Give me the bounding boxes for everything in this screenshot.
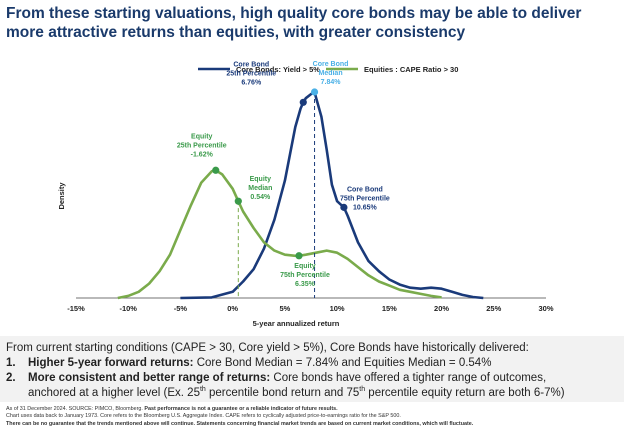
summary-point-2-cont-c: percentile equity return are both 6-7%): [365, 386, 565, 399]
core-bond-median-label-line-1: Core Bond: [313, 61, 349, 68]
core-bond-median-marker: [310, 88, 319, 96]
chart-series: [117, 90, 484, 300]
summary-point-2-sup-2: th: [359, 386, 366, 393]
x-tick-label: -5%: [174, 304, 188, 313]
footnote-1-disclaimer: Past performance is not a guarantee or a…: [144, 406, 338, 412]
summary-point-2-number: 2.: [6, 372, 16, 384]
page-title-line-1: From these starting valuations, high qua…: [6, 5, 582, 22]
core-bond-75th-percentile-label-line-1: Core Bond: [347, 186, 383, 193]
chart-markers: Core Bond 25th Percentile 6.76% Core Bond Me…: [177, 61, 390, 298]
equity-75th-percentile-marker: [295, 252, 303, 260]
core-bond-75th-percentile-label-line-2: 75th Percentile: [340, 195, 390, 202]
page-title-line-2: more attractive returns than equities, w…: [6, 24, 466, 41]
footnote-3-text: There can be no guarantee that the trend…: [6, 420, 474, 427]
equity-75th-percentile-label-line-2: 75th Percentile: [280, 272, 330, 279]
page-title: From these starting valuations, high qua…: [6, 4, 616, 42]
summary-point-1-number: 1.: [6, 357, 16, 369]
summary-intro: From current starting conditions (CAPE >…: [6, 342, 529, 354]
equity-25th-percentile-value-label: -1.62%: [191, 151, 214, 158]
core-bond-25th-percentile-label-line-2: 25th Percentile: [226, 70, 276, 77]
summary-point-1-text: Core Bond Median = 7.84% and Equities Me…: [193, 357, 492, 369]
footnote-3: There can be no guarantee that the trend…: [6, 421, 473, 428]
legend-label-equities-cape-ratio-30: Equities : CAPE Ratio > 30: [364, 65, 458, 74]
x-tick-label: 5%: [279, 304, 290, 313]
y-axis-title: Density: [57, 182, 66, 210]
core-bond-median-value-label: 7.84%: [321, 79, 342, 86]
core-bond-75th-percentile-marker: [340, 203, 348, 211]
chart-axes: -15% -10% -5% 0% 5% 10% 15% 20% 25% 30% 5-year ann…: [57, 182, 554, 328]
footnote-2: Chart uses data back to January 1973. Co…: [6, 413, 401, 420]
summary-point-2-cont-a: anchored at a higher level (Ex. 25: [28, 386, 200, 399]
summary-box: From current starting conditions (CAPE >…: [0, 336, 624, 402]
chart-legend: Core Bonds: Yield > 5% Equities : CAPE Ra…: [198, 65, 458, 74]
equity-75th-percentile-value-label: 6.35%: [295, 281, 316, 288]
summary-point-1-heading: Higher 5-year forward returns:: [28, 357, 194, 369]
series-line-core-bonds-yield-5: [180, 90, 484, 300]
equity-median-label-line-2: Median: [248, 185, 272, 192]
equity-median-marker: [234, 197, 242, 205]
core-bond-75th-percentile-value-label: 10.65%: [353, 204, 378, 211]
core-bond-25th-percentile-value-label: 6.76%: [241, 79, 262, 86]
core-bond-25th-percentile-label-line-1: Core Bond: [233, 61, 269, 68]
density-chart: Core Bonds: Yield > 5% Equities : CAPE Ra…: [57, 61, 554, 328]
x-tick-label: 10%: [330, 304, 345, 313]
legend-label-core-bonds-yield-5: Core Bonds: Yield > 5%: [236, 65, 320, 74]
x-tick-label: 20%: [434, 304, 449, 313]
summary-point-2-sup-1: th: [199, 386, 206, 393]
x-axis-title: 5-year annualized return: [253, 319, 340, 328]
equity-25th-percentile-marker: [212, 166, 220, 174]
summary-point-2: 2. More consistent and better range of re…: [6, 372, 546, 384]
x-tick-label: 15%: [382, 304, 397, 313]
summary-point-2-heading: More consistent and better range of retu…: [28, 372, 271, 384]
series-line-equities-cape-ratio-30: [117, 169, 442, 300]
footnote-1: As of 31 December 2024. SOURCE: PIMCO, B…: [6, 406, 473, 413]
core-bond-median-label-line-2: Median: [318, 70, 342, 77]
footnote-1-source: As of 31 December 2024. SOURCE: PIMCO, B…: [6, 406, 145, 412]
x-tick-label: -15%: [67, 304, 85, 313]
summary-point-2-cont-b: percentile bond return and 75: [205, 386, 360, 399]
x-tick-label: 30%: [538, 304, 553, 313]
footnotes: As of 31 December 2024. SOURCE: PIMCO, B…: [6, 406, 473, 428]
summary-point-2-text: Core bonds have offered a tighter range …: [270, 372, 547, 384]
x-tick-label: -10%: [119, 304, 137, 313]
equity-25th-percentile-label-line-2: 25th Percentile: [177, 142, 227, 149]
equity-25th-percentile-label-line-1: Equity: [191, 133, 212, 140]
equity-median-label-line-1: Equity: [250, 176, 271, 183]
x-tick-label: 0%: [227, 304, 238, 313]
equity-median-value-label: 0.54%: [250, 194, 271, 201]
core-bond-25th-percentile-marker: [299, 98, 307, 106]
summary-point-2-continued: anchored at a higher level (Ex. 25th per…: [28, 386, 565, 399]
x-tick-label: 25%: [486, 304, 501, 313]
equity-75th-percentile-label-line-1: Equity: [294, 263, 315, 270]
summary-point-1: 1. Higher 5-year forward returns: Core Bo…: [6, 357, 491, 369]
